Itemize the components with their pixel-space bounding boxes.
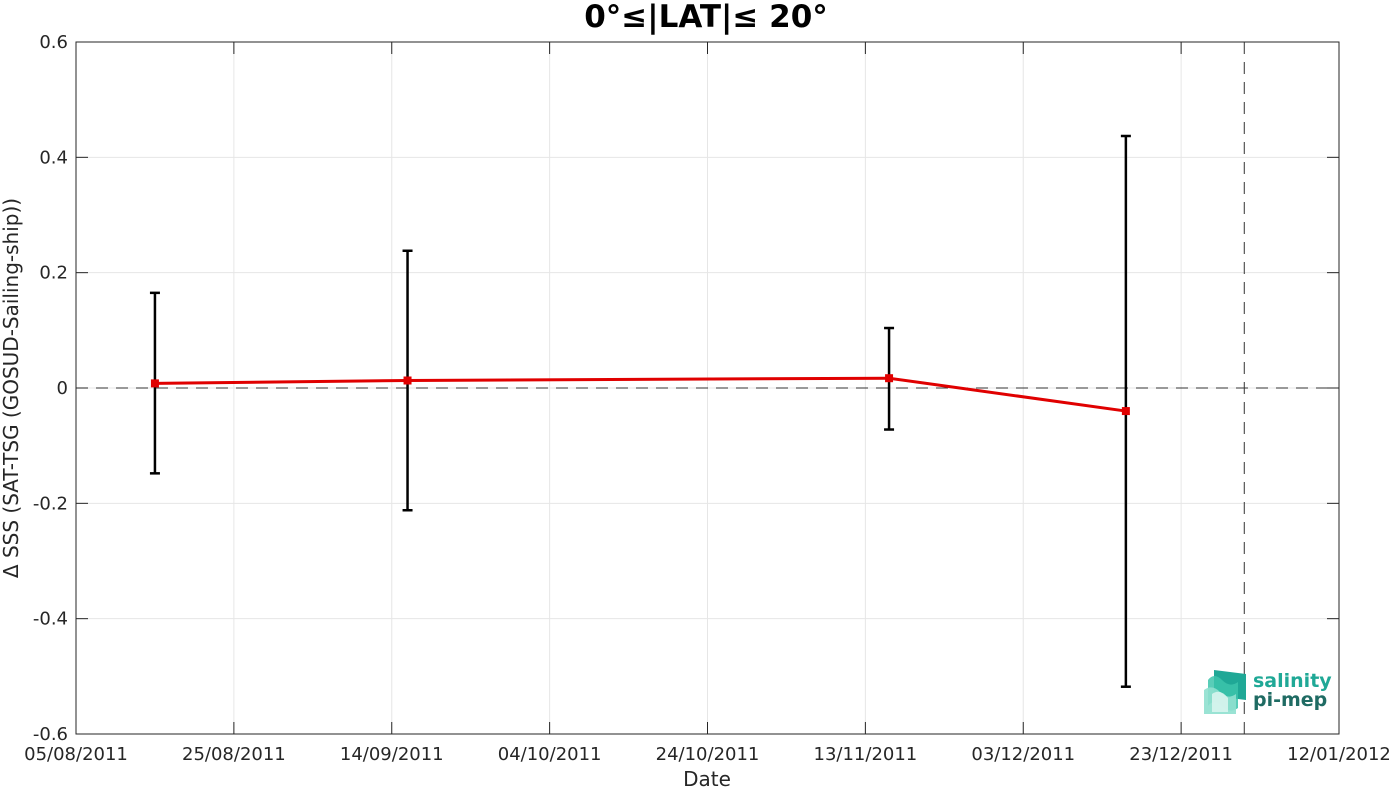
y-tick-label: -0.4 xyxy=(33,609,68,630)
data-point xyxy=(1121,407,1130,416)
y-tick-labels: -0.6 -0.4 -0.2 0 0.2 0.4 0.6 xyxy=(33,32,68,745)
series-line xyxy=(154,376,1127,413)
data-point xyxy=(885,374,894,383)
ticks xyxy=(75,41,1340,735)
x-tick-label: 14/09/2011 xyxy=(340,744,444,765)
y-axis-label: Δ SSS (SAT-TSG (GOSUD-Sailing-ship)) xyxy=(0,198,23,578)
y-tick-label: 0.4 xyxy=(39,147,68,168)
series-layer xyxy=(149,134,1131,688)
x-tick-labels: 05/08/2011 25/08/2011 14/09/2011 04/10/2011… xyxy=(24,744,1391,765)
x-tick-label: 24/10/2011 xyxy=(656,744,760,765)
data-point xyxy=(150,379,159,388)
y-tick-label: 0 xyxy=(57,378,68,399)
y-tick-label: 0.6 xyxy=(39,32,68,53)
logo-text-line2: pi-mep xyxy=(1253,689,1327,711)
y-tick-label: -0.2 xyxy=(33,493,68,514)
plot-area xyxy=(75,41,1340,735)
x-tick-label: 13/11/2011 xyxy=(814,744,918,765)
x-tick-label: 12/01/2012 xyxy=(1287,744,1391,765)
data-point xyxy=(403,376,412,385)
chart-title: 0°≤|LAT|≤ 20° xyxy=(584,0,828,35)
x-tick-label: 23/12/2011 xyxy=(1129,744,1233,765)
x-tick-label: 04/10/2011 xyxy=(498,744,602,765)
x-axis-label: Date xyxy=(683,767,731,788)
logo-text-line1: salinity xyxy=(1253,670,1332,692)
x-tick-label: 05/08/2011 xyxy=(24,744,128,765)
logo-mark-icon xyxy=(1204,670,1246,714)
y-tick-label: -0.6 xyxy=(33,724,68,745)
x-tick-label: 25/08/2011 xyxy=(182,744,286,765)
x-tick-label: 03/12/2011 xyxy=(971,744,1075,765)
salinity-pi-mep-logo: salinity pi-mep xyxy=(1204,670,1332,714)
y-tick-label: 0.2 xyxy=(39,263,68,284)
reference-lines xyxy=(76,42,1339,734)
